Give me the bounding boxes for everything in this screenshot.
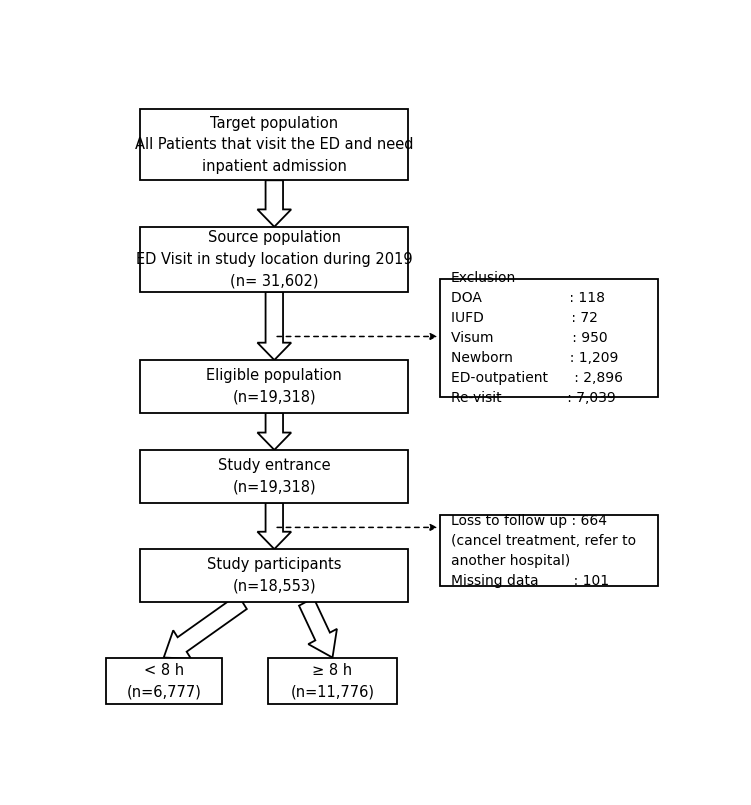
- Text: < 8 h
(n=6,777): < 8 h (n=6,777): [126, 663, 201, 699]
- Polygon shape: [258, 180, 291, 227]
- Polygon shape: [258, 502, 291, 549]
- Text: Loss to follow up : 664
(cancel treatment, refer to
another hospital)
Missing da: Loss to follow up : 664 (cancel treatmen…: [451, 514, 636, 588]
- Text: Eligible population
(n=19,318): Eligible population (n=19,318): [207, 368, 342, 405]
- FancyBboxPatch shape: [269, 658, 397, 704]
- Text: Source population
ED Visit in study location during 2019
(n= 31,602): Source population ED Visit in study loca…: [136, 230, 412, 288]
- Polygon shape: [258, 292, 291, 360]
- Polygon shape: [258, 413, 291, 450]
- FancyBboxPatch shape: [140, 549, 409, 602]
- Polygon shape: [164, 595, 247, 658]
- Text: ≥ 8 h
(n=11,776): ≥ 8 h (n=11,776): [291, 663, 375, 699]
- FancyBboxPatch shape: [440, 279, 659, 397]
- Text: Target population
All Patients that visit the ED and need
inpatient admission: Target population All Patients that visi…: [135, 116, 414, 174]
- FancyBboxPatch shape: [140, 450, 409, 502]
- Text: Study participants
(n=18,553): Study participants (n=18,553): [207, 557, 342, 594]
- Polygon shape: [299, 598, 337, 658]
- FancyBboxPatch shape: [140, 360, 409, 413]
- FancyBboxPatch shape: [140, 227, 409, 292]
- FancyBboxPatch shape: [140, 109, 409, 180]
- FancyBboxPatch shape: [105, 658, 222, 704]
- Text: Exclusion
DOA                    : 118
IUFD                    : 72
Visum       : Exclusion DOA : 118 IUFD : 72 Visum: [451, 271, 623, 406]
- Text: Study entrance
(n=19,318): Study entrance (n=19,318): [218, 458, 330, 494]
- FancyBboxPatch shape: [440, 515, 659, 586]
